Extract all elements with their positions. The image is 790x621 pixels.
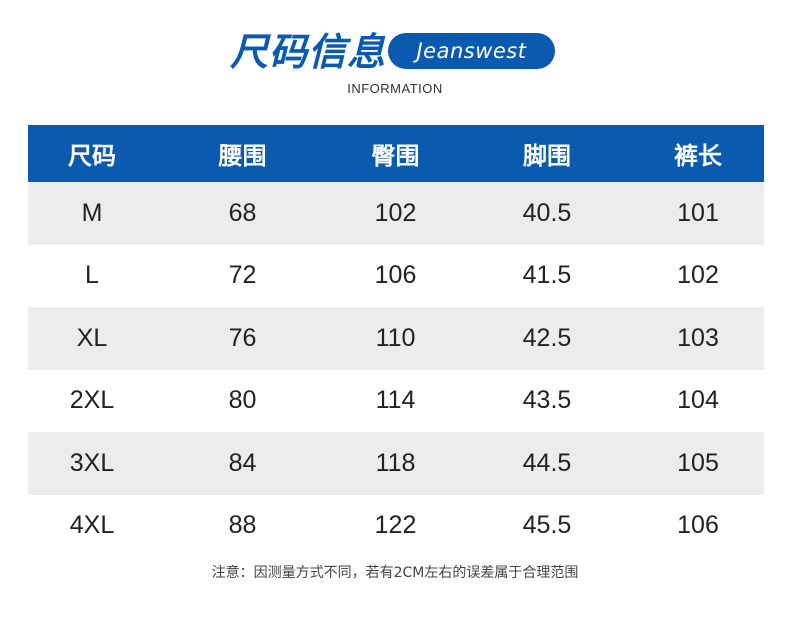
cell-size: L <box>85 261 99 290</box>
cell-leg-opening: 43.5 <box>522 386 572 415</box>
cell-length: 103 <box>632 307 764 370</box>
cell-length: 102 <box>677 261 719 290</box>
cell-size: M <box>28 182 156 245</box>
cell-leg-opening: 44.5 <box>462 432 632 495</box>
cell-leg-opening: 40.5 <box>462 182 632 245</box>
cell-hip: 122 <box>374 511 417 540</box>
cell-waist: 88 <box>228 511 257 540</box>
cell-size: 3XL <box>28 432 156 495</box>
table-header-row: 尺码 腰围 臀围 脚围 裤长 <box>28 125 764 182</box>
cell-length: 105 <box>632 432 764 495</box>
cell-waist: 68 <box>156 182 329 245</box>
table-row: M 68 102 40.5 101 <box>28 182 764 245</box>
page-title: 尺码信息 <box>230 30 387 74</box>
table-row: XL 76 110 42.5 103 <box>28 307 764 370</box>
column-header-waist: 腰围 <box>156 125 329 182</box>
column-header-length: 裤长 <box>632 125 764 182</box>
measurement-note: 注意：因测量方式不同，若有2CM左右的误差属于合理范围 <box>211 565 579 581</box>
column-header-hip: 臀围 <box>329 125 462 182</box>
cell-waist: 76 <box>156 307 329 370</box>
header: 尺码信息 Jeanswest INFORMATION <box>0 0 790 110</box>
table-row: L 72 106 41.5 102 <box>28 245 764 308</box>
size-chart-table: 尺码 腰围 臀围 脚围 裤长 M 68 102 40.5 101 L 72 10… <box>28 125 764 557</box>
cell-hip: 114 <box>375 386 416 415</box>
cell-waist: 80 <box>228 386 257 415</box>
cell-size: 2XL <box>69 386 115 415</box>
column-header-size: 尺码 <box>28 125 156 182</box>
brand-logo-text: Jeanswest <box>416 39 527 63</box>
cell-hip: 118 <box>329 432 462 495</box>
brand-logo: Jeanswest <box>388 33 555 69</box>
cell-length: 104 <box>677 386 719 415</box>
cell-hip: 110 <box>329 307 462 370</box>
table-row: 3XL 84 118 44.5 105 <box>28 432 764 495</box>
cell-hip: 102 <box>329 182 462 245</box>
table-row: 4XL 88 122 45.5 106 <box>28 495 764 558</box>
cell-size: 4XL <box>69 511 115 540</box>
cell-waist: 84 <box>156 432 329 495</box>
cell-waist: 72 <box>228 261 257 290</box>
cell-length: 106 <box>677 511 719 540</box>
cell-hip: 106 <box>374 261 417 290</box>
cell-leg-opening: 41.5 <box>522 261 572 290</box>
cell-size: XL <box>28 307 156 370</box>
cell-leg-opening: 45.5 <box>522 511 572 540</box>
cell-leg-opening: 42.5 <box>462 307 632 370</box>
cell-length: 101 <box>632 182 764 245</box>
page-subtitle: INFORMATION <box>347 81 443 96</box>
column-header-leg-opening: 脚围 <box>462 125 632 182</box>
table-row: 2XL 80 114 43.5 104 <box>28 370 764 433</box>
